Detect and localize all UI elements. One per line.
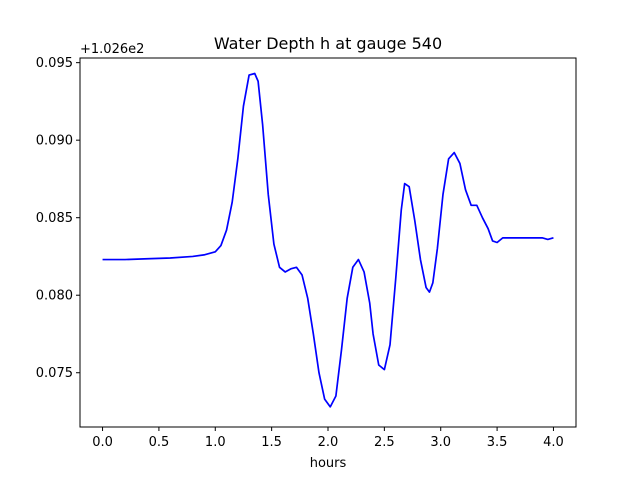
x-tick-label: 1.0 <box>205 435 226 450</box>
y-tick-label: 0.075 <box>36 366 73 381</box>
series-line-0 <box>102 72 554 408</box>
y-tick-label: 0.095 <box>36 56 73 71</box>
x-tick-label: 3.0 <box>430 435 451 450</box>
x-axis: 0.0 0.5 1.0 1.5 2.0 2.5 3.0 3.5 4.0 <box>92 427 564 450</box>
chart-title: Water Depth h at gauge 540 <box>214 34 442 53</box>
x-tick-label: 4.0 <box>543 435 564 450</box>
x-axis-label: hours <box>310 456 347 471</box>
y-offset-label: +1.026e2 <box>80 42 144 57</box>
x-tick-label: 0.5 <box>149 435 170 450</box>
plot-area <box>102 72 554 408</box>
y-tick-label: 0.080 <box>36 289 73 304</box>
y-axis: 0.075 0.080 0.085 0.090 0.095 <box>36 56 80 381</box>
x-tick-label: 3.5 <box>487 435 508 450</box>
y-tick-label: 0.085 <box>36 211 73 226</box>
x-tick-label: 2.0 <box>318 435 339 450</box>
x-tick-label: 1.5 <box>261 435 282 450</box>
x-tick-label: 2.5 <box>374 435 395 450</box>
x-tick-label: 0.0 <box>92 435 113 450</box>
plot-frame <box>79 57 577 428</box>
y-tick-label: 0.090 <box>36 134 73 149</box>
